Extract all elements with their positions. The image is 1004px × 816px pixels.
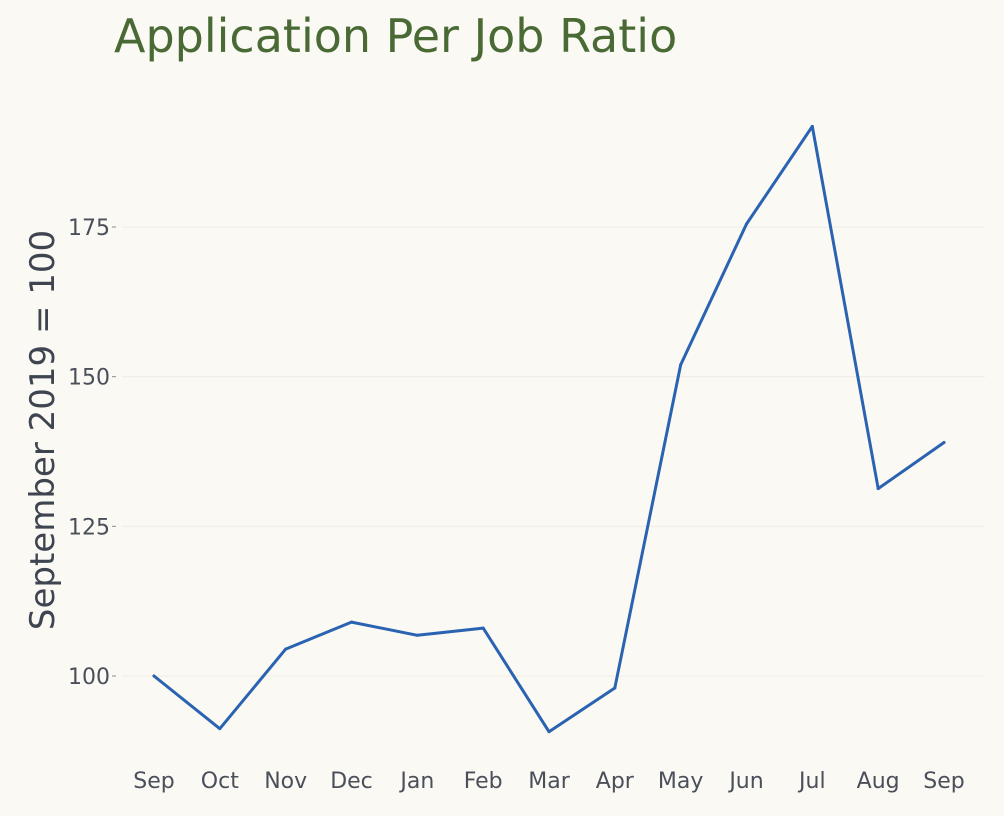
x-tick-label: Dec — [330, 769, 373, 794]
y-axis-label: September 2019 = 100 — [23, 230, 63, 630]
x-tick-label: Mar — [528, 769, 570, 794]
x-tick-label: Apr — [596, 769, 635, 794]
x-tick-label: Sep — [923, 769, 964, 794]
data-point — [350, 620, 353, 624]
data-point — [876, 487, 880, 491]
x-tick-label: Jul — [797, 769, 826, 794]
x-tick-label: Feb — [464, 769, 503, 794]
x-tick-label: Sep — [133, 769, 174, 794]
x-tick-label: Jan — [398, 769, 434, 794]
y-tick-label: 150 — [68, 366, 110, 391]
x-tick-label: Jun — [727, 769, 763, 794]
data-point — [415, 633, 419, 637]
x-tick-label: Aug — [857, 769, 900, 794]
x-tick-label: May — [658, 769, 703, 794]
y-axis: 100 125 150 175 — [68, 216, 116, 690]
data-point — [481, 626, 485, 630]
grid-lines — [122, 226, 985, 677]
x-tick-label: Nov — [264, 769, 307, 794]
x-tick-label: Oct — [201, 769, 239, 794]
data-point — [810, 124, 814, 128]
data-point — [745, 222, 748, 226]
y-tick-label: 125 — [68, 515, 110, 540]
series-line — [152, 124, 946, 734]
data-point — [942, 441, 946, 445]
y-tick-label: 175 — [68, 216, 110, 241]
data-point — [218, 727, 222, 731]
data-point — [613, 686, 617, 690]
x-axis: Sep Oct Nov Dec Jan Feb Mar Apr May Jun Jul Aug Sep — [133, 769, 964, 794]
data-point — [284, 647, 288, 651]
chart-title: Application Per Job Ratio — [114, 9, 677, 63]
data-point — [547, 730, 551, 734]
data-point — [152, 674, 156, 678]
data-point — [679, 363, 683, 367]
y-tick-label: 100 — [68, 665, 110, 690]
series-layer — [152, 124, 946, 734]
